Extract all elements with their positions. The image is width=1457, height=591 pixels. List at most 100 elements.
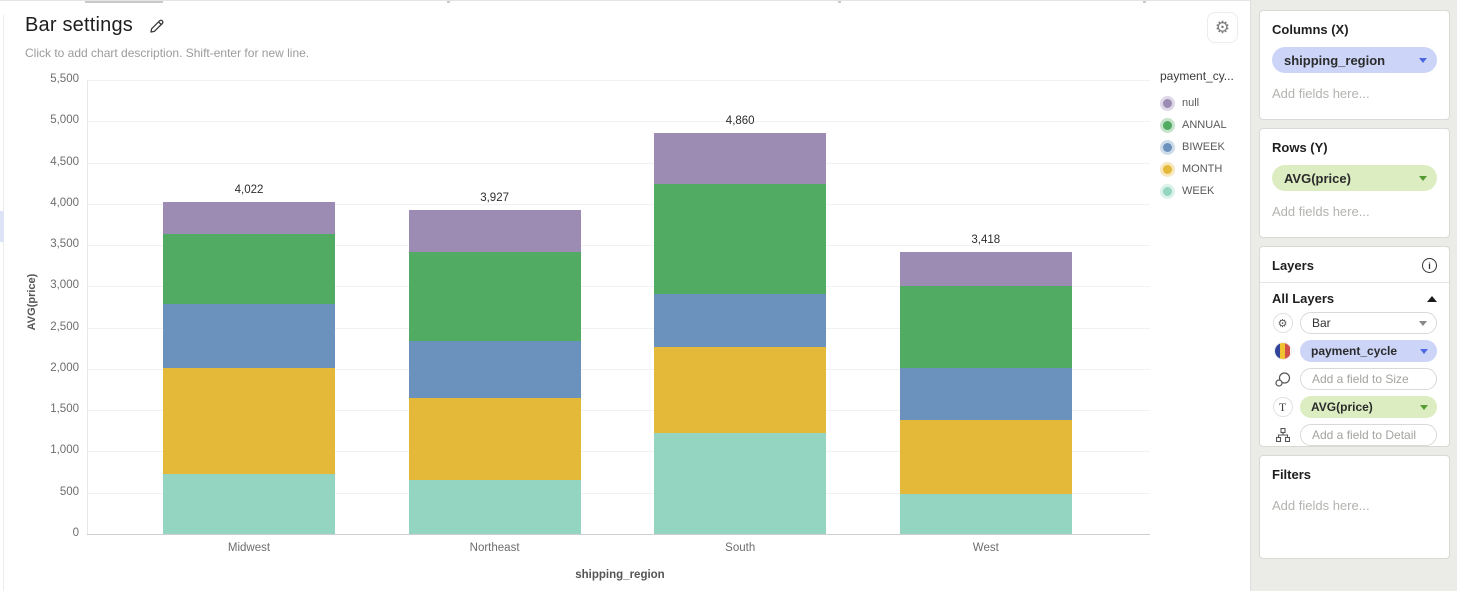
bar-segment-MONTH-Northeast[interactable] [408, 397, 581, 481]
chart-description-placeholder[interactable]: Click to add chart description. Shift-en… [25, 46, 310, 60]
legend-marker-icon [1163, 98, 1172, 108]
y-tick-label: 1,500 [50, 403, 79, 416]
bar-segment-ANNUAL-South[interactable] [654, 183, 827, 294]
x-tick-label: South [725, 542, 756, 554]
x-axis-line [87, 534, 1150, 535]
bar-segment-WEEK-Northeast[interactable] [408, 480, 581, 534]
page-title: Bar settings [25, 14, 134, 36]
info-icon[interactable]: i [1422, 258, 1437, 273]
color-field-chip[interactable]: payment_cycle [1300, 340, 1437, 362]
chart-header: Bar settings [25, 14, 167, 37]
bar-total-label: 4,022 [234, 184, 264, 196]
bar-segment-ANNUAL-West[interactable] [899, 286, 1072, 368]
bar-segment-MONTH-West[interactable] [899, 420, 1072, 494]
chevron-down-icon [1420, 404, 1428, 410]
legend-item-ANNUAL[interactable]: ANNUAL [1160, 114, 1234, 136]
bar-segment-BIWEEK-West[interactable] [899, 367, 1072, 421]
legend-item-null[interactable]: null [1160, 92, 1234, 114]
layers-card: Layers i All Layers ⚙ Bar [1259, 246, 1450, 447]
gridline [87, 162, 1150, 164]
y-tick-label: 4,000 [50, 196, 79, 209]
columns-field-chip[interactable]: shipping_region [1272, 47, 1437, 73]
bar-segment-BIWEEK-Northeast[interactable] [408, 340, 581, 398]
edit-title-button[interactable] [147, 16, 167, 36]
plot-area: AVG(price) shipping_region 0 500 1,000 1,50… [0, 1, 1250, 591]
gridline [87, 327, 1150, 329]
top-edge-tick [838, 1, 841, 3]
legend-label: null [1182, 97, 1200, 109]
bar-segment-MONTH-Midwest[interactable] [163, 367, 335, 474]
legend-title: payment_cy... [1160, 69, 1234, 83]
columns-drop-zone[interactable]: Add fields here... [1272, 86, 1370, 101]
bar-segment-WEEK-West[interactable] [899, 493, 1072, 534]
bar-segment-null-Midwest[interactable] [163, 202, 335, 234]
y-axis-title: AVG(price) [26, 273, 38, 331]
y-tick-label: 2,500 [50, 320, 79, 333]
chevron-down-icon [1419, 320, 1427, 326]
legend-item-BIWEEK[interactable]: BIWEEK [1160, 136, 1234, 158]
layer-type-select[interactable]: Bar [1300, 312, 1437, 334]
bar-segment-MONTH-South[interactable] [654, 346, 827, 433]
size-icon [1274, 371, 1290, 387]
legend-marker-icon [1163, 186, 1172, 196]
x-tick-label: West [972, 542, 999, 554]
y-tick-label: 500 [59, 485, 79, 498]
gridline [87, 80, 1150, 81]
y-tick-label: 5,500 [50, 73, 79, 85]
bar-total-label: 4,860 [725, 114, 755, 127]
gridline [87, 410, 1150, 412]
chevron-up-icon [1427, 295, 1437, 302]
gridline [87, 368, 1150, 370]
text-icon: T [1272, 397, 1293, 417]
bar-segment-null-South[interactable] [654, 132, 827, 184]
bar-segment-null-Northeast[interactable] [408, 209, 581, 252]
y-tick-label: 0 [72, 527, 79, 539]
text-field-chip[interactable]: AVG(price) [1300, 396, 1437, 418]
legend-marker-icon [1163, 120, 1172, 130]
legend-item-WEEK[interactable]: WEEK [1160, 180, 1234, 202]
bar-segment-BIWEEK-South[interactable] [654, 293, 827, 347]
legend-item-MONTH[interactable]: MONTH [1160, 158, 1234, 180]
legend-label: WEEK [1182, 185, 1215, 197]
y-tick-label: 5,000 [50, 114, 79, 127]
color-field-row: payment_cycle [1272, 340, 1437, 362]
legend: payment_cy... null ANNUAL BIWEEK MONTH WEEK [1160, 69, 1234, 202]
gridline [87, 492, 1150, 494]
top-edge-tick [1143, 1, 1146, 3]
columns-card: Columns (X) shipping_region Add fields h… [1259, 10, 1450, 120]
chevron-down-icon [1419, 57, 1427, 63]
bar-segment-WEEK-Midwest[interactable] [163, 473, 335, 534]
y-tick-label: 1,000 [50, 444, 79, 457]
bar-segment-ANNUAL-Midwest[interactable] [163, 233, 335, 304]
y-tick-label: 3,000 [50, 279, 79, 292]
rows-drop-zone[interactable]: Add fields here... [1272, 204, 1370, 219]
gridline [87, 286, 1150, 288]
detail-sitemap-icon [1275, 428, 1290, 442]
legend-label: BIWEEK [1182, 141, 1225, 153]
color-palette-icon [1273, 342, 1292, 360]
bar-segment-ANNUAL-Northeast[interactable] [408, 251, 581, 341]
rows-card: Rows (Y) AVG(price) Add fields here... [1259, 128, 1450, 238]
field-settings-sidebar: Columns (X) shipping_region Add fields h… [1250, 0, 1457, 591]
bar-segment-null-West[interactable] [899, 251, 1072, 287]
rows-field-chip[interactable]: AVG(price) [1272, 165, 1437, 191]
gear-icon: ⚙ [1214, 17, 1231, 38]
x-tick-label: Midwest [227, 542, 271, 554]
chart-panel: Bar settings Click to add chart descript… [0, 0, 1250, 591]
left-panel-handle[interactable] [0, 211, 4, 242]
bar-segment-WEEK-South[interactable] [654, 432, 827, 534]
all-layers-toggle[interactable]: All Layers [1272, 291, 1437, 306]
gridline [87, 245, 1150, 247]
bar-segment-BIWEEK-Midwest[interactable] [163, 303, 335, 368]
bar-total-label: 3,927 [480, 191, 509, 204]
legend-marker-icon [1163, 142, 1172, 152]
size-drop-zone[interactable]: Add a field to Size [1300, 368, 1437, 390]
layer-settings-button[interactable]: ⚙ [1272, 313, 1293, 333]
detail-field-row: Add a field to Detail [1272, 424, 1437, 446]
detail-drop-zone[interactable]: Add a field to Detail [1300, 424, 1437, 446]
filters-card: Filters Add fields here... [1259, 455, 1450, 559]
x-axis-title: shipping_region [575, 569, 665, 581]
chart-settings-button[interactable]: ⚙ [1207, 12, 1238, 43]
filters-drop-zone[interactable]: Add fields here... [1272, 498, 1370, 513]
